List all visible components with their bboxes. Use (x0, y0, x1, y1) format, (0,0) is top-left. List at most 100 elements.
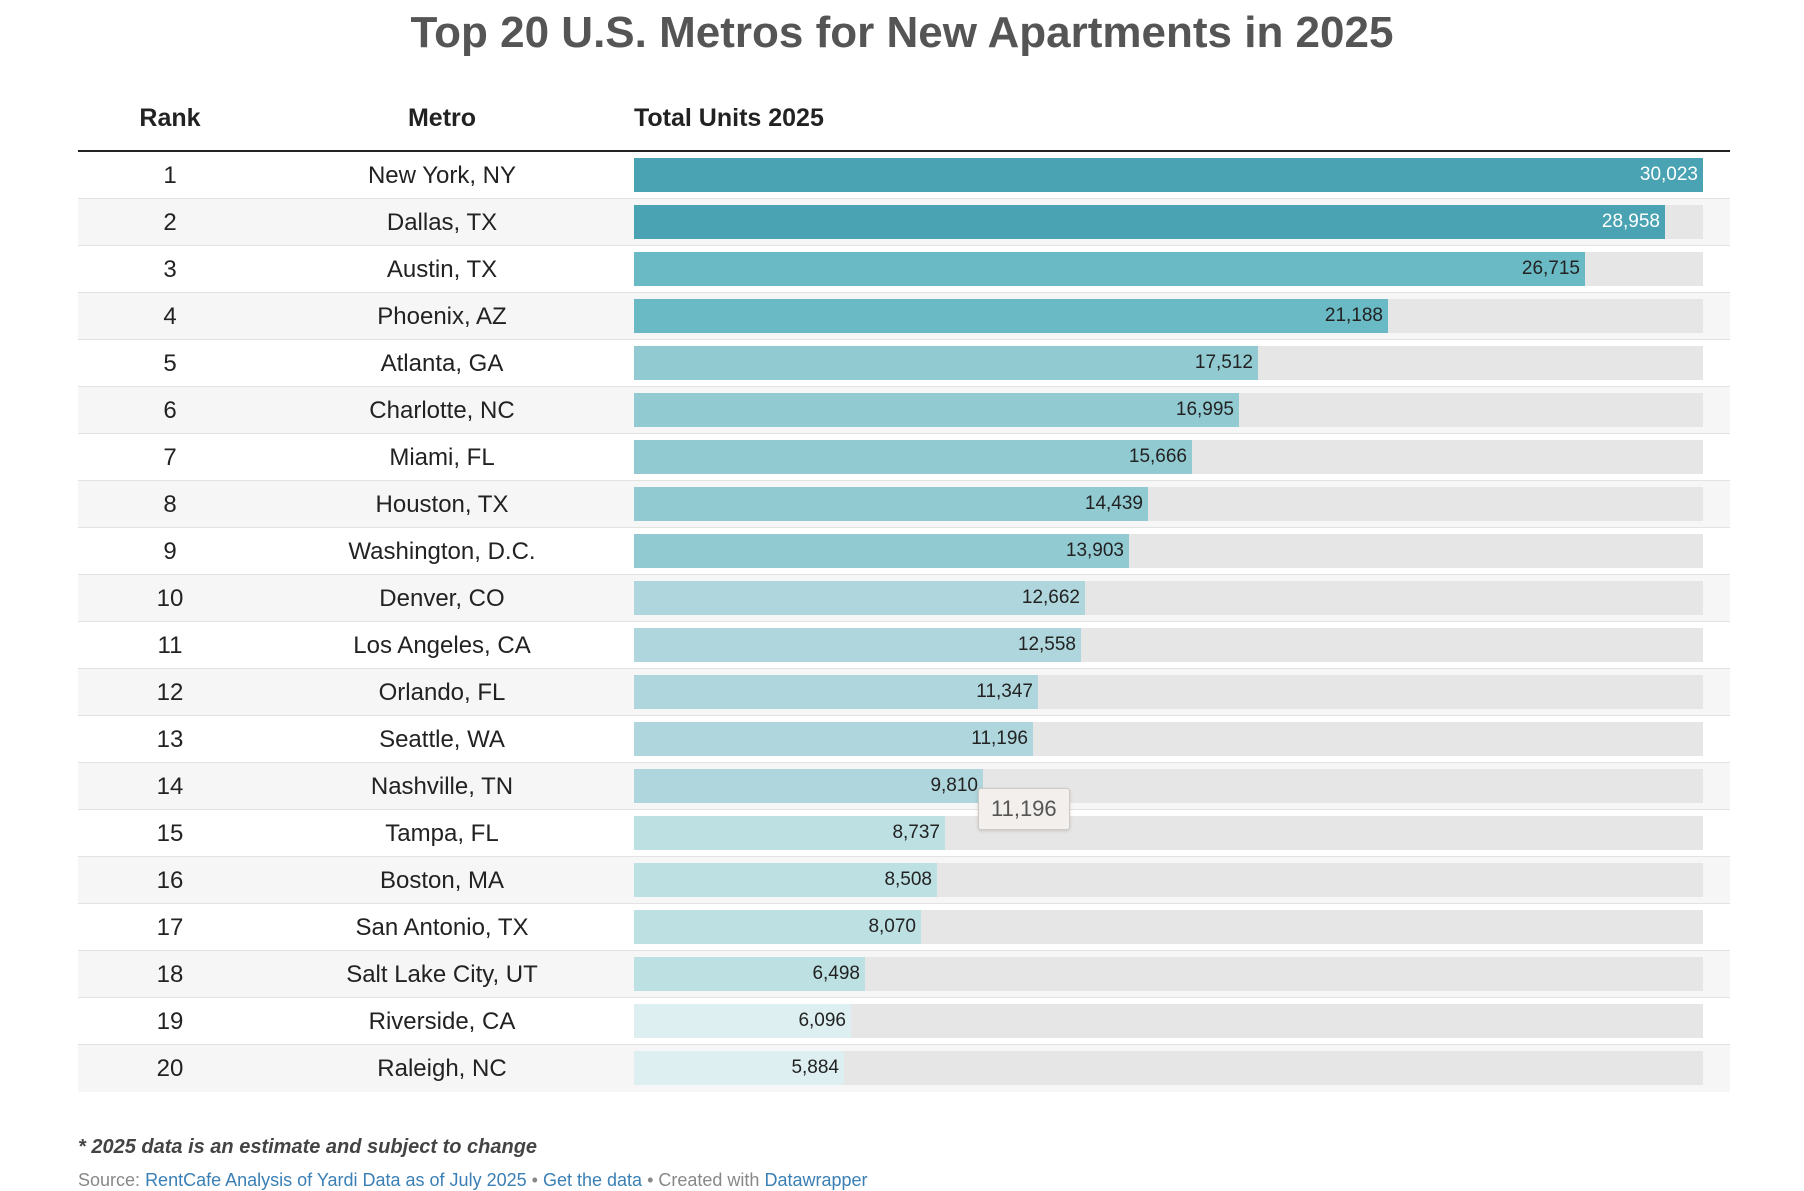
datawrapper-link[interactable]: Datawrapper (764, 1170, 868, 1190)
bar-value-label: 13,903 (1065, 540, 1124, 561)
metro-cell: Denver, CO (379, 585, 505, 612)
bar-value-label: 15,666 (1128, 446, 1187, 467)
table-row[interactable]: 12 Orlando, FL 11,347 (78, 669, 1730, 716)
table-row[interactable]: 1 New York, NY 30,023 (78, 152, 1730, 199)
bar-value-label: 9,810 (930, 775, 978, 796)
separator-2: • (647, 1170, 654, 1190)
bar-track: 13,903 (634, 534, 1703, 568)
bar[interactable] (634, 816, 945, 850)
bar[interactable] (634, 440, 1192, 474)
bar-value-label: 12,662 (1021, 587, 1080, 608)
bar[interactable] (634, 252, 1585, 286)
rank-cell: 7 (163, 444, 177, 471)
rank-cell: 2 (163, 209, 177, 236)
table-row[interactable]: 10 Denver, CO 12,662 (78, 575, 1730, 622)
header-divider (78, 150, 1730, 152)
hover-tooltip: 11,196 (978, 788, 1070, 830)
chart-title: Top 20 U.S. Metros for New Apartments in… (410, 8, 1394, 57)
metro-cell: Nashville, TN (370, 773, 514, 800)
bar[interactable] (634, 1004, 851, 1038)
table-row[interactable]: 11 Los Angeles, CA 12,558 (78, 622, 1730, 669)
source-prefix: Source: (78, 1170, 141, 1190)
table-row[interactable]: 14 Nashville, TN 9,810 (78, 763, 1730, 810)
bar-track: 6,498 (634, 957, 1703, 991)
source-link[interactable]: RentCafe Analysis of Yardi Data as of Ju… (145, 1170, 527, 1190)
table-row[interactable]: 8 Houston, TX 14,439 (78, 481, 1730, 528)
table-row[interactable]: 15 Tampa, FL 8,737 (78, 810, 1730, 857)
table-row[interactable]: 5 Atlanta, GA 17,512 (78, 340, 1730, 387)
table-row[interactable]: 2 Dallas, TX 28,958 (78, 199, 1730, 246)
table-row[interactable]: 17 San Antonio, TX 8,070 (78, 904, 1730, 951)
bar[interactable] (634, 1051, 844, 1085)
metro-cell: San Antonio, TX (355, 914, 529, 941)
rank-cell: 16 (156, 867, 184, 894)
bar[interactable] (634, 393, 1239, 427)
table-row[interactable]: 20 Raleigh, NC 5,884 (78, 1045, 1730, 1092)
metro-cell: Tampa, FL (385, 820, 499, 847)
metro-cell: Atlanta, GA (380, 350, 504, 377)
rank-cell: 3 (163, 256, 177, 283)
table-row[interactable]: 19 Riverside, CA 6,096 (78, 998, 1730, 1045)
bar[interactable] (634, 299, 1388, 333)
table-row[interactable]: 4 Phoenix, AZ 21,188 (78, 293, 1730, 340)
bar[interactable] (634, 628, 1081, 662)
bar[interactable] (634, 158, 1703, 192)
get-the-data-link[interactable]: Get the data (542, 1170, 643, 1190)
column-header-total-units[interactable]: Total Units 2025 (634, 104, 824, 132)
table-row[interactable]: 18 Salt Lake City, UT 6,498 (78, 951, 1730, 998)
rank-cell: 11 (157, 632, 183, 659)
bar[interactable] (634, 957, 865, 991)
table-row[interactable]: 3 Austin, TX 26,715 (78, 246, 1730, 293)
bar-value-label: 16,995 (1175, 399, 1234, 420)
separator-1: • (531, 1170, 538, 1190)
created-with-text: Created with (658, 1170, 760, 1190)
bar-value-label: 8,070 (868, 916, 916, 937)
metro-cell: Riverside, CA (368, 1008, 516, 1035)
bar-value-label: 12,558 (1017, 634, 1076, 655)
bar[interactable] (634, 534, 1129, 568)
bar[interactable] (634, 581, 1085, 615)
bar-value-label: 28,958 (1601, 211, 1660, 232)
bar[interactable] (634, 769, 983, 803)
metro-cell: Austin, TX (386, 256, 498, 283)
metro-cell: Washington, D.C. (348, 538, 536, 565)
footnote: * 2025 data is an estimate and subject t… (78, 1136, 538, 1158)
bar-track: 8,070 (634, 910, 1703, 944)
table-row[interactable]: 9 Washington, D.C. 13,903 (78, 528, 1730, 575)
rank-cell: 15 (156, 820, 184, 847)
rank-cell: 12 (156, 679, 184, 706)
bar[interactable] (634, 205, 1665, 239)
column-header-rank[interactable]: Rank (139, 104, 201, 132)
bar[interactable] (634, 910, 921, 944)
bar-value-label: 6,096 (798, 1010, 846, 1031)
bar[interactable] (634, 487, 1148, 521)
rank-cell: 10 (156, 585, 184, 612)
bar-value-label: 26,715 (1521, 258, 1580, 279)
metro-cell: Phoenix, AZ (377, 303, 507, 330)
table-row[interactable]: 6 Charlotte, NC 16,995 (78, 387, 1730, 434)
bar-value-label: 30,023 (1639, 164, 1698, 185)
rank-cell: 19 (156, 1008, 184, 1035)
bar[interactable] (634, 346, 1258, 380)
bar-value-label: 11,196 (971, 728, 1028, 749)
metro-cell: Dallas, TX (386, 209, 498, 236)
column-header-metro[interactable]: Metro (407, 104, 477, 132)
bar-track: 12,662 (634, 581, 1703, 615)
rank-cell: 20 (156, 1055, 184, 1082)
bar-value-label: 6,498 (812, 963, 860, 984)
bar[interactable] (634, 722, 1033, 756)
metro-cell: Salt Lake City, UT (346, 961, 538, 988)
metro-cell: Seattle, WA (379, 726, 505, 753)
bar-value-label: 8,737 (892, 822, 940, 843)
rank-cell: 9 (163, 538, 177, 565)
table-row[interactable]: 7 Miami, FL 15,666 (78, 434, 1730, 481)
metro-cell: Houston, TX (375, 491, 509, 518)
table-row[interactable]: 13 Seattle, WA 11,196 (78, 716, 1730, 763)
table-row[interactable]: 16 Boston, MA 8,508 (78, 857, 1730, 904)
rank-cell: 14 (156, 773, 184, 800)
rank-cell: 4 (163, 303, 177, 330)
bar[interactable] (634, 675, 1038, 709)
bar-track: 8,508 (634, 863, 1703, 897)
metro-cell: Miami, FL (389, 444, 495, 471)
bar[interactable] (634, 863, 937, 897)
